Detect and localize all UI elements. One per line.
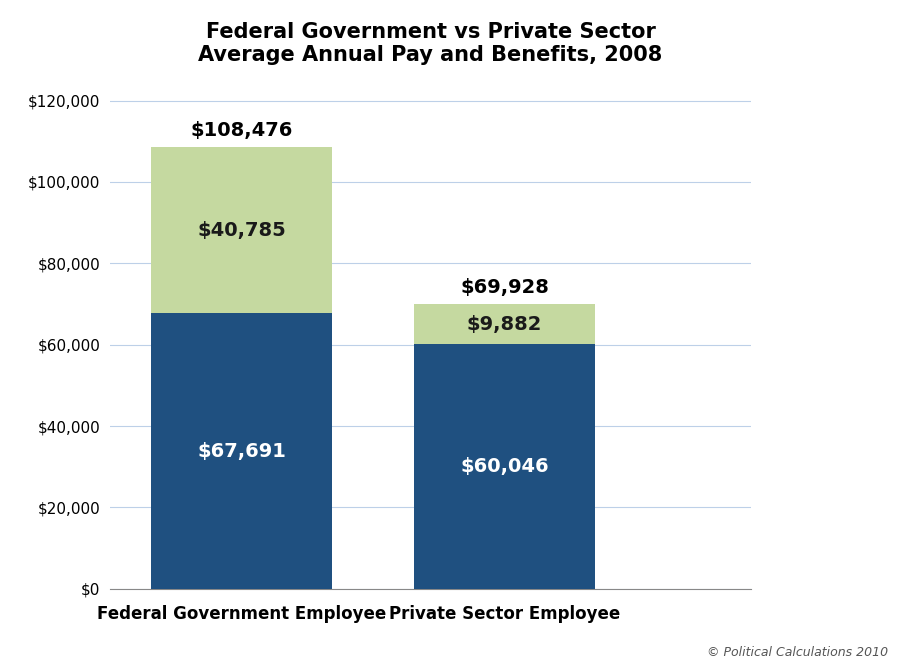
Text: $60,046: $60,046 bbox=[460, 457, 549, 476]
Title: Federal Government vs Private Sector
Average Annual Pay and Benefits, 2008: Federal Government vs Private Sector Ave… bbox=[199, 21, 662, 65]
Text: $40,785: $40,785 bbox=[197, 221, 286, 240]
Text: $67,691: $67,691 bbox=[197, 442, 286, 460]
Text: $108,476: $108,476 bbox=[191, 121, 292, 140]
Bar bbox=[151, 313, 332, 589]
Bar bbox=[414, 304, 594, 345]
Text: $69,928: $69,928 bbox=[460, 278, 549, 297]
Bar bbox=[414, 345, 594, 589]
Text: © Political Calculations 2010: © Political Calculations 2010 bbox=[707, 646, 889, 659]
Bar bbox=[151, 147, 332, 313]
Text: $9,882: $9,882 bbox=[467, 315, 542, 334]
